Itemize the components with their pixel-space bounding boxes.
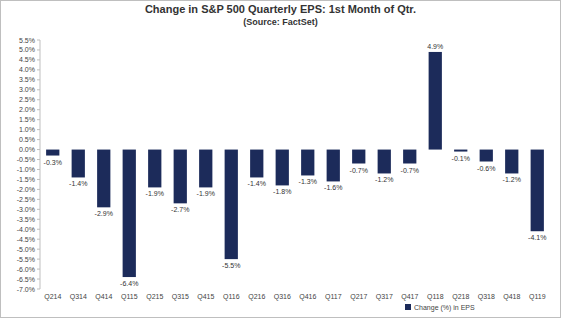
bar bbox=[454, 150, 467, 152]
x-tick-label: Q316 bbox=[274, 293, 291, 301]
x-tick-label: Q418 bbox=[503, 293, 520, 301]
x-tick-label: Q416 bbox=[299, 293, 316, 301]
y-tick-label: 1.5% bbox=[19, 116, 35, 123]
bar bbox=[250, 150, 263, 178]
data-label: -1.4% bbox=[69, 180, 87, 187]
y-tick-label: -5.0% bbox=[17, 246, 35, 253]
title: Change in S&P 500 Quarterly EPS: 1st Mon… bbox=[145, 3, 416, 15]
data-label: -6.4% bbox=[120, 280, 138, 287]
data-label: -1.2% bbox=[503, 176, 521, 183]
x-tick-label: Q215 bbox=[146, 293, 163, 301]
bar bbox=[199, 150, 212, 188]
x-tick-label: Q315 bbox=[172, 293, 189, 301]
x-tick-label: Q415 bbox=[197, 293, 214, 301]
data-label: -1.9% bbox=[146, 190, 164, 197]
x-tick-label: Q318 bbox=[478, 293, 495, 301]
bar bbox=[46, 150, 59, 156]
bar bbox=[429, 52, 442, 150]
data-label: -0.6% bbox=[477, 165, 495, 172]
bar bbox=[480, 150, 493, 162]
y-tick-label: 4.5% bbox=[19, 56, 35, 63]
y-tick-label: -4.5% bbox=[17, 236, 35, 243]
y-tick-label: 4.0% bbox=[19, 66, 35, 73]
y-tick-label: -3.0% bbox=[17, 206, 35, 213]
data-label: -2.9% bbox=[95, 210, 113, 217]
data-label: -2.7% bbox=[171, 206, 189, 213]
data-label: -5.5% bbox=[222, 262, 240, 269]
bar bbox=[148, 150, 161, 188]
y-tick-label: 0.0% bbox=[19, 146, 35, 153]
bar bbox=[378, 150, 391, 174]
y-tick-label: -1.0% bbox=[17, 166, 35, 173]
y-tick-label: -3.5% bbox=[17, 216, 35, 223]
y-tick-label: -2.5% bbox=[17, 196, 35, 203]
data-label: -1.4% bbox=[248, 180, 266, 187]
subtitle: (Source: FactSet) bbox=[243, 17, 318, 27]
y-tick-label: 2.5% bbox=[19, 96, 35, 103]
y-axis bbox=[40, 40, 41, 289]
data-label: 4.9% bbox=[427, 43, 443, 50]
y-tick-label: -1.5% bbox=[17, 176, 35, 183]
data-label: -1.9% bbox=[197, 190, 215, 197]
bar bbox=[97, 150, 110, 208]
legend-label: Change (%) in EPS bbox=[414, 304, 475, 312]
x-tick-label: Q116 bbox=[223, 293, 240, 301]
y-tick-label: 3.5% bbox=[19, 76, 35, 83]
data-label: -1.3% bbox=[299, 178, 317, 185]
x-tick-label: Q218 bbox=[452, 293, 469, 301]
data-label: -4.1% bbox=[528, 234, 546, 241]
legend-swatch bbox=[405, 304, 411, 310]
y-tick-label: -5.5% bbox=[17, 256, 35, 263]
x-tick-label: Q117 bbox=[325, 293, 342, 301]
bar bbox=[123, 150, 136, 277]
bar bbox=[301, 150, 314, 176]
bar bbox=[531, 150, 544, 232]
y-tick-label: -6.0% bbox=[17, 266, 35, 273]
x-tick-label: Q118 bbox=[427, 293, 444, 301]
bar bbox=[352, 150, 365, 164]
y-tick-label: -4.0% bbox=[17, 226, 35, 233]
bar bbox=[174, 150, 187, 204]
x-tick-label: Q115 bbox=[121, 293, 138, 301]
bars bbox=[46, 52, 544, 277]
y-tick-label: 5.0% bbox=[19, 46, 35, 53]
x-tick-label: Q216 bbox=[248, 293, 265, 301]
data-label: -0.1% bbox=[452, 155, 470, 162]
data-label: -1.8% bbox=[273, 188, 291, 195]
y-tick-label: 0.5% bbox=[19, 136, 35, 143]
bar bbox=[225, 150, 238, 260]
x-tick-label: Q119 bbox=[529, 293, 546, 301]
data-label: -1.2% bbox=[375, 176, 393, 183]
data-label: -0.7% bbox=[401, 167, 419, 174]
bar bbox=[327, 150, 340, 182]
data-label: -0.7% bbox=[350, 167, 368, 174]
y-tick-label: 5.5% bbox=[19, 37, 35, 44]
x-tick-label: Q317 bbox=[376, 293, 393, 301]
y-tick-label: -2.0% bbox=[17, 186, 35, 193]
y-tick-label: 3.0% bbox=[19, 86, 35, 93]
y-tick-label: 2.0% bbox=[19, 106, 35, 113]
bar bbox=[276, 150, 289, 186]
x-tick-label: Q414 bbox=[95, 293, 112, 301]
y-tick-label: -7.0% bbox=[17, 286, 35, 293]
x-tick-label: Q214 bbox=[44, 293, 61, 301]
x-tick-label: Q314 bbox=[70, 293, 87, 301]
y-tick-label: -6.5% bbox=[17, 276, 35, 283]
x-tick-label: Q217 bbox=[350, 293, 367, 301]
chart-frame bbox=[1, 1, 561, 318]
bar bbox=[505, 150, 518, 174]
chart: Change in S&P 500 Quarterly EPS: 1st Mon… bbox=[0, 0, 561, 318]
x-tick-label: Q417 bbox=[401, 293, 418, 301]
y-tick-label: 1.0% bbox=[19, 126, 35, 133]
y-tick-label: -0.5% bbox=[17, 156, 35, 163]
data-label: -0.3% bbox=[44, 159, 62, 166]
bar bbox=[72, 150, 85, 178]
data-label: -1.6% bbox=[324, 184, 342, 191]
bar bbox=[403, 150, 416, 164]
